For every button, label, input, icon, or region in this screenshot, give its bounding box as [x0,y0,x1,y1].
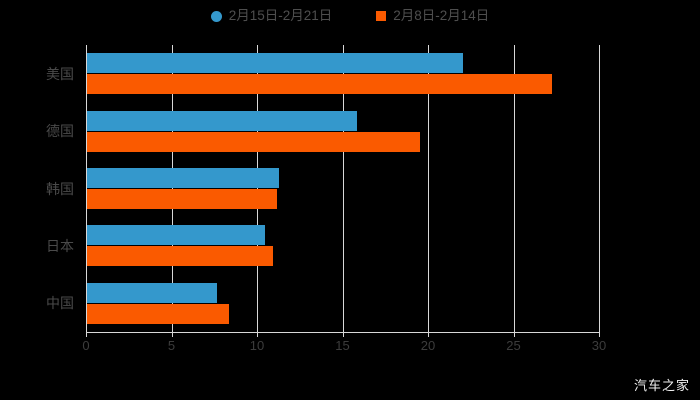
bar[interactable] [87,168,279,188]
x-axis-tickmark [171,332,173,337]
bar-group: 中国 [46,282,599,324]
chart-legend: 2月15日-2月21日 2月8日-2月14日 [0,4,700,28]
gridline [599,45,600,332]
bar[interactable] [87,53,464,74]
watermark: 汽车之家 [633,378,690,393]
category-label: 德国 [46,123,74,140]
x-axis-tick-label: 25 [506,338,521,353]
x-axis-tickmark [599,332,600,337]
legend-square-marker-icon [376,11,387,21]
legend-label-series-2: 2月8日-2月14日 [393,8,490,24]
y-axis-line [86,45,87,332]
x-axis-tickmark [342,332,344,337]
bar[interactable] [87,303,229,324]
bar[interactable] [87,110,358,131]
legend-item-series-1[interactable]: 2月15日-2月21日 [210,8,333,24]
bar-group: 日本 [46,225,599,267]
gridline [171,45,173,332]
x-axis-tick-label: 0 [82,338,90,353]
x-axis-tickmark [513,332,515,337]
legend-item-series-2[interactable]: 2月8日-2月14日 [376,9,489,23]
x-axis-tick-label: 20 [420,338,436,353]
x-axis-tick-label: 5 [167,338,176,353]
x-axis-tickmark [428,332,429,337]
x-axis-tickmark [86,332,87,337]
category-label: 中国 [46,295,74,312]
category-label: 美国 [46,65,74,82]
bar-group: 韩国 [46,168,599,209]
legend-circle-marker-icon [210,10,222,22]
bar[interactable] [87,189,277,209]
bar-group: 德国 [46,110,599,152]
bar[interactable] [87,246,274,267]
bar[interactable] [87,282,217,303]
legend-label-series-1: 2月15日-2月21日 [228,8,333,24]
x-axis-tick-label: 10 [249,338,265,353]
gridline [257,45,258,332]
gridline [513,45,515,332]
plot-area: 0 5 10 15 20 25 30 美国德国韩国日本中国 [46,45,606,352]
x-axis-tick-label: 15 [335,338,350,353]
gridline [342,45,344,332]
gridline [428,45,429,332]
category-label: 韩国 [46,180,74,197]
bar[interactable] [87,225,265,246]
bar[interactable] [87,74,553,95]
x-axis-tickmark [257,332,258,337]
bar-group: 美国 [46,53,599,95]
x-axis-tick-label: 30 [591,338,607,353]
category-label: 日本 [46,237,74,254]
bar[interactable] [87,131,421,152]
